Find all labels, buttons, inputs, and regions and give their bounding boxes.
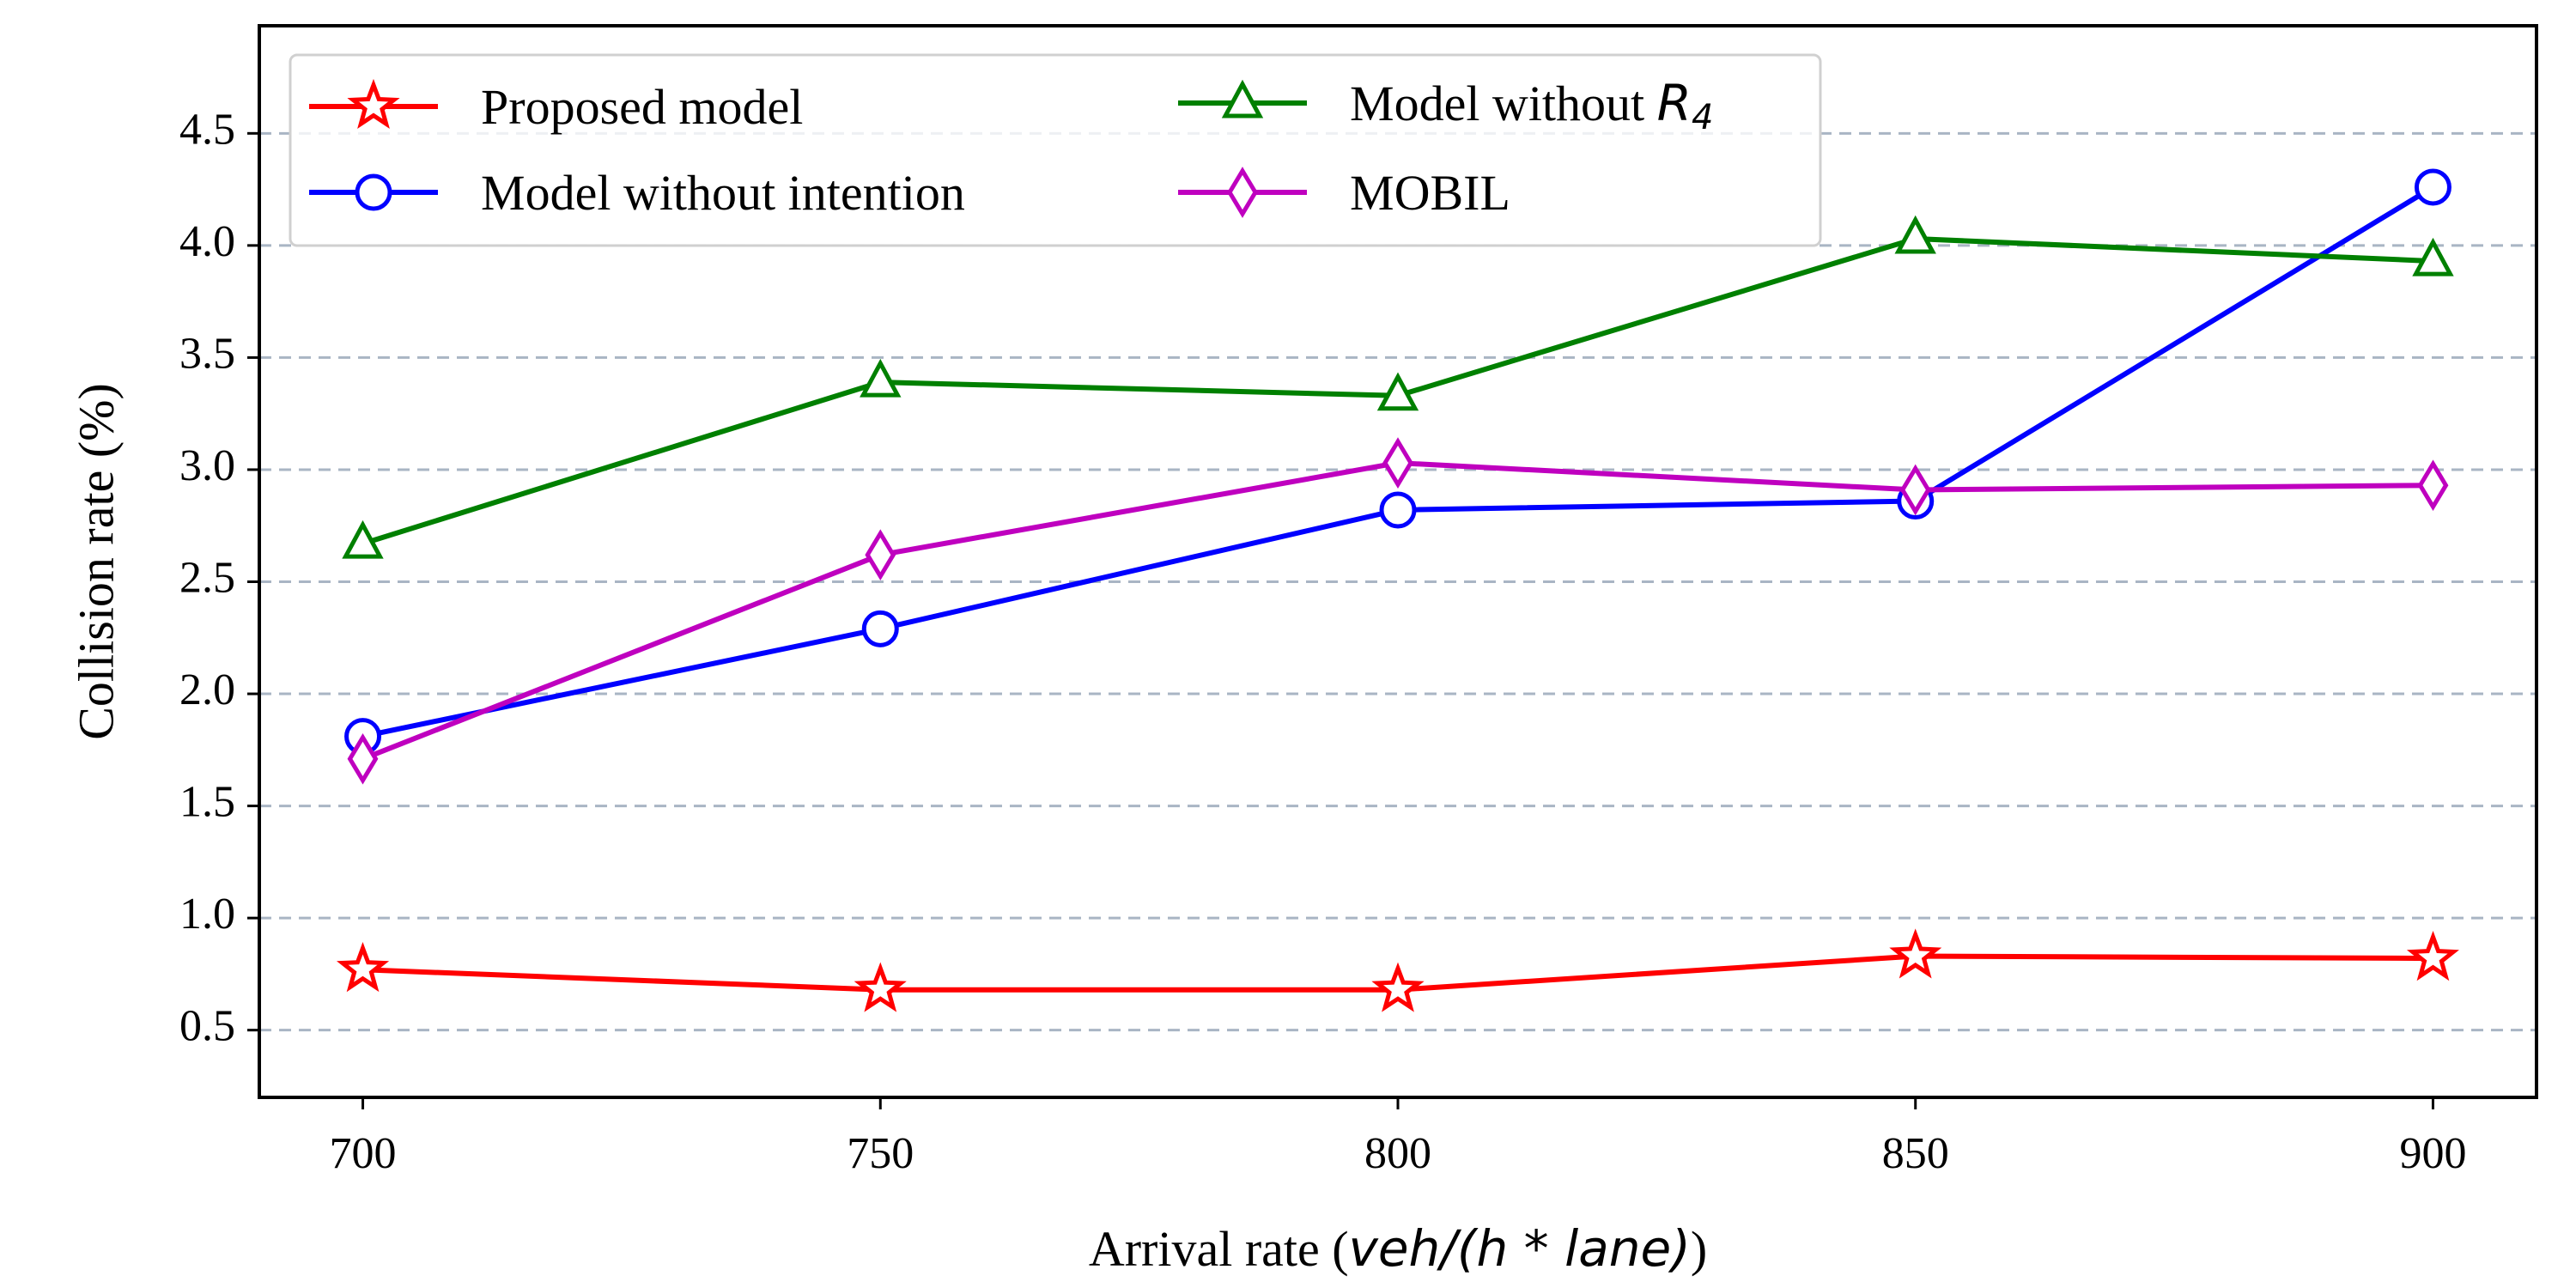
legend-marker-star <box>347 78 400 129</box>
legend-frame <box>289 53 1822 247</box>
series-layer <box>336 168 2459 1012</box>
y-tick-label: 1.5 <box>179 778 235 827</box>
x-axis-label-text: Arrival rate ( <box>1089 1221 1349 1277</box>
y-axis-label: Collision rate (%) <box>68 383 124 740</box>
data-point-triangle <box>860 358 902 398</box>
legend-entry: MOBIL <box>1178 165 1510 221</box>
x-tick-label: 700 <box>330 1129 397 1178</box>
legend-label-subscript: 4 <box>1692 98 1713 137</box>
y-tick-label: 2.0 <box>179 665 235 714</box>
data-point-star <box>1371 962 1425 1012</box>
y-axis-ticks: 0.5 1.0 1.5 2.0 2.5 3.0 3.5 4.0 4.5 <box>179 105 259 1051</box>
data-point-star <box>336 942 390 993</box>
data-point-triangle <box>2412 237 2454 276</box>
legend-entry: Model without R4 <box>1178 74 1713 137</box>
data-point-star <box>854 962 907 1012</box>
legend-label-text: MOBIL <box>1350 165 1510 221</box>
plot-frame <box>258 24 2538 1099</box>
legend: Proposed model Model without intention Mod… <box>289 53 1822 247</box>
data-point-circle <box>861 610 899 647</box>
data-point-diamond <box>347 732 379 785</box>
series-model-without-r4 <box>342 215 2454 559</box>
data-point-circle <box>2414 168 2451 206</box>
y-tick-label: 2.5 <box>179 553 235 602</box>
y-tick-label: 3.5 <box>179 329 235 378</box>
legend-label-text: Proposed model <box>481 79 803 135</box>
x-tick-label: 900 <box>2399 1129 2466 1178</box>
x-axis-ticks: 700 750 800 850 900 <box>330 1097 2466 1178</box>
data-point-diamond <box>1899 464 1931 516</box>
y-tick-label: 4.5 <box>179 105 235 154</box>
x-axis-label-math: veh/(h * lane) <box>1349 1219 1691 1278</box>
legend-label: Model without intention <box>481 165 965 221</box>
y-tick-label: 1.0 <box>179 890 235 939</box>
y-tick-label: 0.5 <box>179 1002 235 1051</box>
y-tick-label: 3.0 <box>179 441 235 490</box>
data-point-circle <box>1379 491 1417 529</box>
x-tick-label: 750 <box>847 1129 914 1178</box>
x-axis-label-close: ) <box>1691 1221 1707 1277</box>
legend-marker-triangle <box>1221 79 1264 118</box>
series-model-without-intention <box>344 168 2451 756</box>
data-point-star <box>2406 930 2459 981</box>
legend-label-text: Model without intention <box>481 165 965 221</box>
x-axis-label: Arrival rate (veh/(h * lane)) <box>1089 1219 1707 1278</box>
x-tick-label: 850 <box>1882 1129 1949 1178</box>
legend-label-text: Model without <box>1350 76 1657 131</box>
data-point-triangle <box>342 519 384 559</box>
y-tick-label: 4.0 <box>179 217 235 266</box>
gridlines <box>259 131 2537 1032</box>
legend-marker-circle <box>355 173 392 211</box>
data-point-star <box>1889 928 1942 979</box>
legend-entry: Proposed model <box>309 78 803 135</box>
data-point-diamond <box>2417 459 2449 512</box>
series-mobil <box>347 437 2449 785</box>
data-point-diamond <box>1382 437 1413 489</box>
legend-label: Model without R4 <box>1350 74 1713 137</box>
legend-label: MOBIL <box>1350 165 1510 221</box>
legend-label-math: R <box>1657 74 1692 132</box>
legend-entry: Model without intention <box>309 165 965 221</box>
series-proposed-model <box>336 928 2459 1012</box>
x-tick-label: 800 <box>1364 1129 1431 1178</box>
data-point-triangle <box>1376 372 1419 411</box>
data-point-triangle <box>1894 215 1936 254</box>
legend-label: Proposed model <box>481 79 803 135</box>
legend-marker-diamond <box>1227 167 1258 218</box>
data-point-diamond <box>865 529 896 581</box>
